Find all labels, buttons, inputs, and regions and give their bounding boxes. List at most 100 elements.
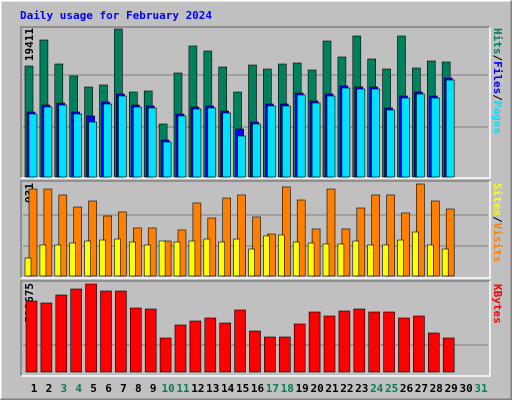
x-tick-label: 31 bbox=[474, 382, 488, 395]
bar bbox=[401, 97, 410, 178]
x-tick-label: 1 bbox=[31, 382, 38, 395]
bar bbox=[188, 240, 196, 277]
bar bbox=[129, 241, 136, 277]
bar bbox=[296, 94, 306, 178]
x-tick-label: 17 bbox=[266, 382, 279, 395]
x-tick-label: 4 bbox=[75, 382, 82, 395]
bar bbox=[323, 315, 336, 373]
bar bbox=[177, 115, 187, 178]
x-tick-label: 28 bbox=[430, 382, 443, 395]
bar bbox=[426, 244, 434, 277]
legend-entry: Sites bbox=[491, 183, 504, 216]
bar bbox=[118, 95, 127, 178]
bar bbox=[278, 336, 291, 373]
legend-separator: / bbox=[491, 216, 504, 223]
x-tick-label: 22 bbox=[340, 382, 353, 395]
bar bbox=[413, 315, 425, 373]
bar bbox=[267, 105, 276, 178]
bar bbox=[147, 107, 157, 178]
bar bbox=[222, 197, 231, 277]
x-tick-label: 24 bbox=[370, 382, 384, 395]
bar bbox=[100, 290, 112, 373]
bar bbox=[386, 194, 395, 277]
bar bbox=[445, 79, 455, 178]
bar bbox=[341, 87, 351, 178]
legend: Sites/Visits bbox=[491, 183, 504, 263]
bar bbox=[43, 188, 53, 277]
bar bbox=[85, 283, 97, 373]
bar bbox=[281, 186, 291, 277]
bar bbox=[25, 300, 38, 373]
x-tick-label: 6 bbox=[105, 382, 112, 395]
bar bbox=[234, 309, 246, 373]
bar bbox=[84, 240, 91, 277]
x-tick-label: 8 bbox=[135, 382, 142, 395]
legend-separator: / bbox=[491, 55, 504, 62]
bar bbox=[263, 235, 270, 277]
panel-bevel-light bbox=[21, 27, 491, 179]
bar bbox=[73, 113, 82, 178]
legend-entry: Pages bbox=[491, 101, 504, 134]
bar bbox=[222, 112, 231, 178]
bar bbox=[204, 317, 217, 373]
bar bbox=[427, 332, 440, 373]
panel-bevel-dark bbox=[20, 280, 490, 376]
bar bbox=[382, 244, 389, 277]
bar bbox=[252, 216, 261, 277]
bar bbox=[219, 322, 231, 373]
x-tick-label: 29 bbox=[445, 382, 458, 395]
bar bbox=[326, 188, 336, 277]
x-tick-label: 16 bbox=[251, 382, 265, 395]
x-tick-label: 14 bbox=[221, 382, 235, 395]
bar bbox=[99, 239, 106, 277]
chart-title: Daily usage for February 2024 bbox=[20, 9, 212, 22]
x-tick-label: 3 bbox=[60, 382, 67, 395]
legend-entry: Hits bbox=[491, 28, 504, 55]
bar bbox=[158, 240, 166, 277]
panel-bevel-dark bbox=[20, 26, 490, 178]
bar bbox=[237, 194, 246, 277]
x-tick-label: 7 bbox=[120, 382, 127, 395]
x-tick-label: 12 bbox=[191, 382, 204, 395]
x-tick-label: 5 bbox=[90, 382, 97, 395]
bar bbox=[43, 106, 53, 178]
bar bbox=[337, 243, 345, 277]
bar bbox=[73, 206, 82, 277]
bar bbox=[311, 102, 321, 178]
bar bbox=[207, 107, 217, 178]
bar bbox=[70, 288, 82, 373]
legend-entry: Files bbox=[491, 61, 504, 94]
bar bbox=[143, 244, 151, 277]
bar bbox=[162, 141, 172, 178]
bar bbox=[133, 106, 142, 178]
bar bbox=[322, 243, 330, 277]
bar bbox=[430, 200, 440, 277]
x-tick-label: 10 bbox=[161, 382, 174, 395]
bar bbox=[24, 257, 32, 277]
bar bbox=[371, 88, 381, 178]
legend-entry: Visits bbox=[491, 223, 504, 263]
x-tick-label: 23 bbox=[355, 382, 368, 395]
legend-entry: KBytes bbox=[491, 284, 504, 324]
bar bbox=[296, 199, 306, 277]
bar bbox=[114, 238, 121, 277]
bar bbox=[412, 231, 419, 277]
bar bbox=[371, 194, 381, 277]
bar bbox=[352, 240, 360, 277]
bar bbox=[218, 241, 225, 277]
x-tick-label: 25 bbox=[385, 382, 398, 395]
panel-bevel-light bbox=[21, 181, 491, 279]
bar bbox=[144, 308, 157, 373]
x-tick-label: 2 bbox=[46, 382, 53, 395]
bar bbox=[103, 103, 112, 178]
bar bbox=[383, 311, 395, 373]
bar bbox=[159, 337, 172, 373]
bar bbox=[249, 330, 261, 373]
bar bbox=[442, 337, 455, 373]
bar bbox=[368, 311, 381, 373]
bar bbox=[189, 320, 202, 373]
bar bbox=[54, 244, 62, 277]
bar bbox=[28, 113, 38, 178]
